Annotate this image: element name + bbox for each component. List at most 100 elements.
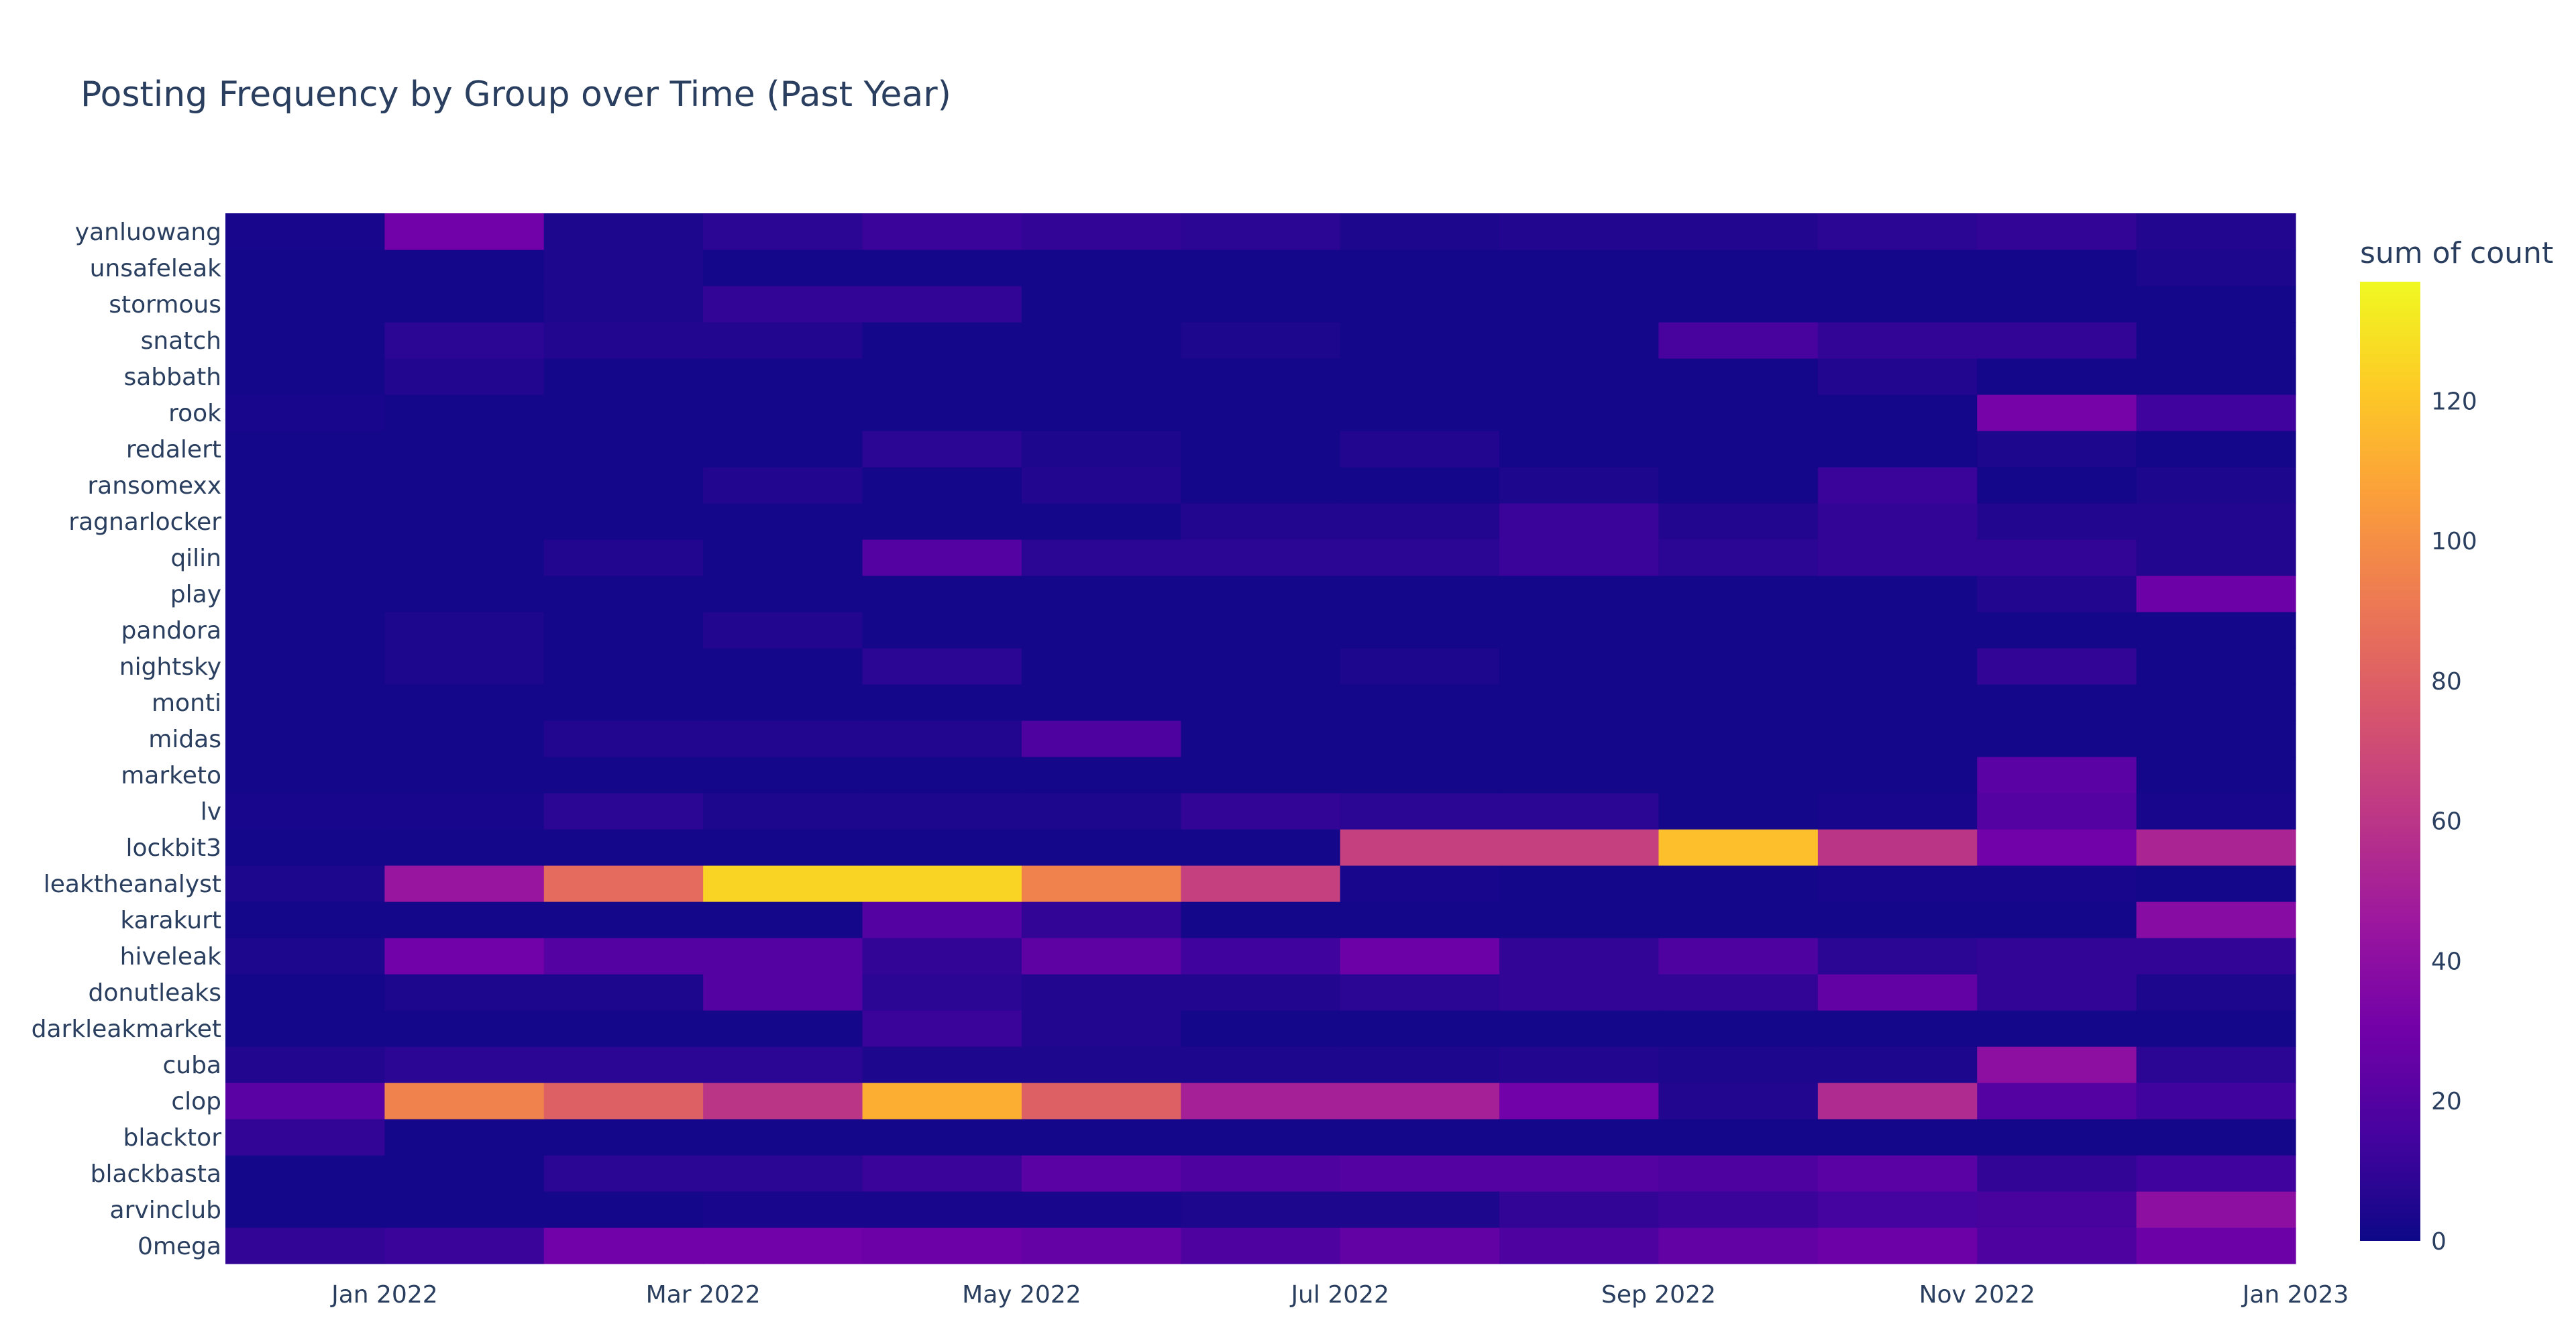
y-tick-label: lockbit3 xyxy=(125,834,221,862)
heatmap-cell xyxy=(1021,720,1181,757)
heatmap-cell xyxy=(1977,250,2137,286)
heatmap-cell xyxy=(384,503,545,540)
heatmap-cell xyxy=(1817,1046,1978,1083)
heatmap-cell xyxy=(1817,286,1978,323)
heatmap-cell xyxy=(384,250,545,286)
heatmap-cell xyxy=(1977,684,2137,721)
heatmap-cell xyxy=(1181,250,1341,286)
heatmap-cell xyxy=(1658,1083,1819,1119)
heatmap-cell xyxy=(1181,612,1341,649)
heatmap-cell xyxy=(1021,829,1181,866)
heatmap-cell xyxy=(225,394,385,431)
heatmap-cell xyxy=(1817,394,1978,431)
y-axis-labels: 0mega arvinclub blackbasta blacktor clop cuba… xyxy=(32,219,222,1260)
heatmap-cell xyxy=(384,684,545,721)
heatmap-cell xyxy=(225,938,385,975)
heatmap-cell xyxy=(225,575,385,612)
heatmap-cell xyxy=(384,286,545,323)
heatmap-cell xyxy=(1817,648,1978,685)
heatmap-cell xyxy=(703,503,863,540)
heatmap-cell xyxy=(1817,938,1978,975)
heatmap-cell xyxy=(1021,1155,1181,1192)
heatmap-cell xyxy=(1817,865,1978,902)
heatmap-cell xyxy=(2136,394,2296,431)
y-tick-label: darkleakmarket xyxy=(32,1015,221,1043)
heatmap-cell xyxy=(1021,1119,1181,1156)
heatmap-cell xyxy=(1658,1155,1819,1192)
heatmap-cell xyxy=(1658,938,1819,975)
heatmap-cell xyxy=(1181,1083,1341,1119)
heatmap-cell xyxy=(1817,757,1978,793)
heatmap-cell xyxy=(1977,358,2137,395)
heatmap-cell xyxy=(1658,1010,1819,1047)
heatmap-cell xyxy=(1340,793,1500,830)
y-tick-label: blacktor xyxy=(123,1124,222,1152)
heatmap-cell xyxy=(703,720,863,757)
heatmap-cell xyxy=(862,1083,1022,1119)
heatmap-cell xyxy=(1977,467,2137,504)
y-tick-label: yanluowang xyxy=(75,219,221,246)
x-tick-label: Jul 2022 xyxy=(1289,1281,1389,1309)
y-tick-label: leaktheanalyst xyxy=(44,871,221,898)
heatmap-cell xyxy=(2136,1191,2296,1228)
heatmap-cell xyxy=(1340,1227,1500,1264)
y-tick-label: hiveleak xyxy=(120,943,221,971)
heatmap-cell xyxy=(1340,575,1500,612)
heatmap-cell xyxy=(703,286,863,323)
heatmap-cell xyxy=(1658,394,1819,431)
heatmap-cell xyxy=(1977,503,2137,540)
heatmap-cell xyxy=(1181,503,1341,540)
heatmap-cell xyxy=(1658,503,1819,540)
heatmap-cell xyxy=(2136,1083,2296,1119)
heatmap-cell xyxy=(1499,793,1660,830)
heatmap-cell xyxy=(1817,358,1978,395)
heatmap-cell xyxy=(1499,829,1660,866)
heatmap-cell xyxy=(1181,648,1341,685)
heatmap-cell xyxy=(2136,250,2296,286)
heatmap-cell xyxy=(384,1227,545,1264)
heatmap-cell xyxy=(543,938,704,975)
heatmap-cell xyxy=(1977,901,2137,938)
heatmap-cell xyxy=(1658,648,1819,685)
heatmap-cell xyxy=(543,394,704,431)
heatmap-cell xyxy=(1658,974,1819,1011)
heatmap-cell xyxy=(2136,829,2296,866)
heatmap-cell xyxy=(2136,974,2296,1011)
heatmap-cell xyxy=(703,974,863,1011)
heatmap-cell xyxy=(543,1227,704,1264)
heatmap-cell xyxy=(1817,1083,1978,1119)
y-tick-label: karakurt xyxy=(120,907,221,934)
y-tick-label: pandora xyxy=(121,617,221,645)
heatmap-cell xyxy=(1658,757,1819,793)
heatmap-cell xyxy=(1499,575,1660,612)
heatmap-cell xyxy=(1021,1046,1181,1083)
y-tick-label: ransomexx xyxy=(87,472,221,500)
heatmap-cell xyxy=(543,1010,704,1047)
heatmap-cell xyxy=(2136,901,2296,938)
heatmap-cell xyxy=(862,1227,1022,1264)
heatmap-cell xyxy=(543,1155,704,1192)
heatmap-cell xyxy=(1340,286,1500,323)
heatmap-cell xyxy=(862,757,1022,793)
heatmap-cell xyxy=(543,1191,704,1228)
heatmap-cell xyxy=(1021,1227,1181,1264)
heatmap-cell xyxy=(1817,539,1978,576)
heatmap-cell xyxy=(543,1083,704,1119)
heatmap-cell xyxy=(1499,974,1660,1011)
heatmap-cell xyxy=(1817,1227,1978,1264)
heatmap-cell xyxy=(1658,1119,1819,1156)
heatmap-cell xyxy=(225,431,385,468)
heatmap-cell xyxy=(225,467,385,504)
heatmap-cell xyxy=(225,793,385,830)
heatmap-cell xyxy=(543,612,704,649)
heatmap-cell xyxy=(862,394,1022,431)
heatmap-cell xyxy=(1181,1010,1341,1047)
heatmap-cell xyxy=(862,648,1022,685)
heatmap-cell xyxy=(225,720,385,757)
colorbar-tick-label: 60 xyxy=(2431,808,2462,836)
heatmap-cell xyxy=(862,1155,1022,1192)
heatmap-cell xyxy=(703,793,863,830)
heatmap-cell xyxy=(1340,757,1500,793)
heatmap-cell xyxy=(1181,213,1341,250)
